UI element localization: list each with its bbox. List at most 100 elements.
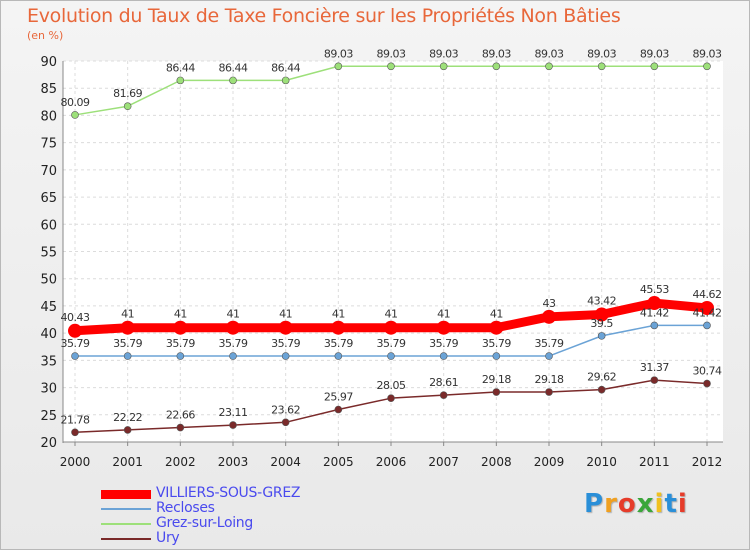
data-point [176,423,185,432]
legend-swatch [101,490,151,499]
data-point [489,320,504,335]
logo-letter: i [677,489,688,519]
data-label: 89.03 [640,47,669,60]
data-point [71,111,79,119]
data-point [594,307,609,322]
y-tick-label: 60 [40,218,57,233]
y-tick-label: 30 [40,382,57,397]
y-tick-label: 25 [40,409,57,424]
y-tick-label: 90 [40,55,57,70]
data-label: 41 [332,308,345,321]
data-label: 43 [543,297,556,310]
data-label: 35.79 [377,337,406,350]
data-point [120,320,135,335]
data-label: 35.79 [429,337,458,350]
data-point [68,323,82,338]
y-tick-label: 55 [40,246,57,261]
data-point [229,352,237,360]
data-point [542,309,556,324]
data-label: 31.37 [640,361,669,374]
data-label: 89.03 [429,47,458,60]
data-label: 21.78 [61,413,90,426]
data-point [545,388,553,396]
data-point [384,320,398,335]
data-point [387,62,395,71]
legend-label: Grez-sur-Loing [156,515,253,531]
x-tick-label: 2004 [270,455,301,469]
data-label: 86.44 [219,61,248,74]
unit-label: (en %) [27,29,64,42]
data-label: 28.61 [429,376,458,389]
data-point [439,62,448,71]
data-point [650,321,659,330]
data-label: 89.03 [324,47,353,60]
y-tick-label: 85 [40,82,57,97]
y-tick-label: 45 [40,300,57,315]
x-tick-label: 2000 [60,455,91,469]
legend-swatch [101,538,151,540]
x-tick-label: 2006 [376,455,407,469]
data-point [229,421,237,429]
data-point [439,352,448,360]
y-tick-label: 40 [40,327,57,342]
x-tick-label: 2008 [481,455,512,469]
legend-label: Ury [156,530,180,546]
y-tick-label: 50 [40,273,57,288]
data-label: 89.03 [482,47,511,60]
data-label: 23.11 [219,406,248,419]
data-label: 41 [385,308,398,321]
data-label: 41 [121,308,134,321]
data-label: 41 [490,308,503,321]
data-point [597,62,606,71]
data-point [123,102,132,111]
data-point [650,376,659,384]
data-label: 35.79 [324,337,353,350]
x-tick-label: 2011 [639,455,670,469]
data-label: 25.97 [324,391,353,404]
y-tick-label: 70 [40,164,57,179]
data-label: 22.66 [166,409,195,422]
data-label: 35.79 [482,337,511,350]
data-point [650,62,659,71]
data-point [703,62,711,71]
data-label: 44.62 [693,288,722,301]
data-label: 41 [279,308,292,321]
data-point [597,332,606,340]
legend-label: VILLIERS-SOUS-GREZ [156,485,301,501]
data-point [281,352,290,360]
data-label: 41 [437,308,450,321]
x-tick-label: 2007 [428,455,459,469]
data-label: 30.74 [693,365,722,378]
data-label: 35.79 [271,337,300,350]
data-label: 81.69 [113,87,142,100]
data-point [176,352,185,360]
data-point [334,405,343,414]
data-point [278,320,293,335]
data-label: 40.43 [61,311,90,324]
logo-letter: o [617,489,637,519]
data-label: 23.62 [271,403,300,416]
logo-letter: x [636,489,655,519]
logo-letter: P [584,489,605,519]
data-point [226,320,240,335]
x-tick-label: 2012 [692,455,723,469]
legend-swatch [101,508,151,510]
data-point [387,394,395,402]
data-point [492,352,501,360]
data-point [439,391,448,399]
data-point [229,76,237,85]
data-label: 35.79 [61,337,90,350]
data-point [281,418,290,427]
data-label: 86.44 [166,61,195,74]
data-label: 22.22 [113,411,142,424]
data-label: 29.62 [587,371,616,384]
data-label: 43.42 [587,295,616,308]
x-tick-label: 2009 [534,455,565,469]
data-label: 41 [174,308,187,321]
logo-letter: t [664,489,678,519]
data-label: 35.79 [166,337,195,350]
data-point [123,426,132,434]
data-point [71,352,79,360]
data-label: 45.53 [640,283,669,296]
